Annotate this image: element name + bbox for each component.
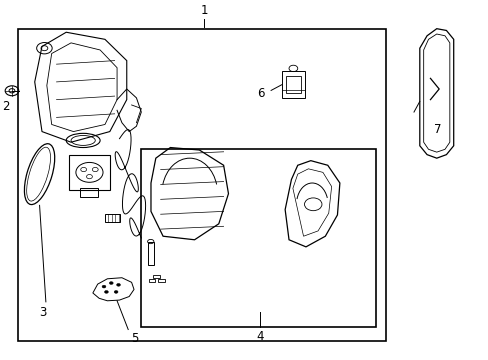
Circle shape <box>102 285 106 288</box>
Text: 3: 3 <box>39 306 46 319</box>
Bar <box>18 29 385 341</box>
Bar <box>147 242 154 265</box>
Circle shape <box>109 282 113 284</box>
Bar <box>285 76 300 93</box>
Text: 4: 4 <box>256 329 263 342</box>
Circle shape <box>116 283 120 286</box>
Circle shape <box>104 291 108 293</box>
Text: 6: 6 <box>257 87 264 100</box>
Text: 7: 7 <box>433 123 441 136</box>
Bar <box>281 71 305 98</box>
Bar <box>141 149 375 327</box>
Text: 5: 5 <box>131 332 139 345</box>
Bar <box>148 279 155 282</box>
Bar <box>80 188 98 197</box>
Bar <box>158 279 164 282</box>
Bar <box>153 275 160 278</box>
Circle shape <box>114 291 118 293</box>
Bar <box>105 214 120 222</box>
Text: 2: 2 <box>2 100 9 113</box>
Bar <box>68 155 110 190</box>
Text: 1: 1 <box>200 4 207 17</box>
